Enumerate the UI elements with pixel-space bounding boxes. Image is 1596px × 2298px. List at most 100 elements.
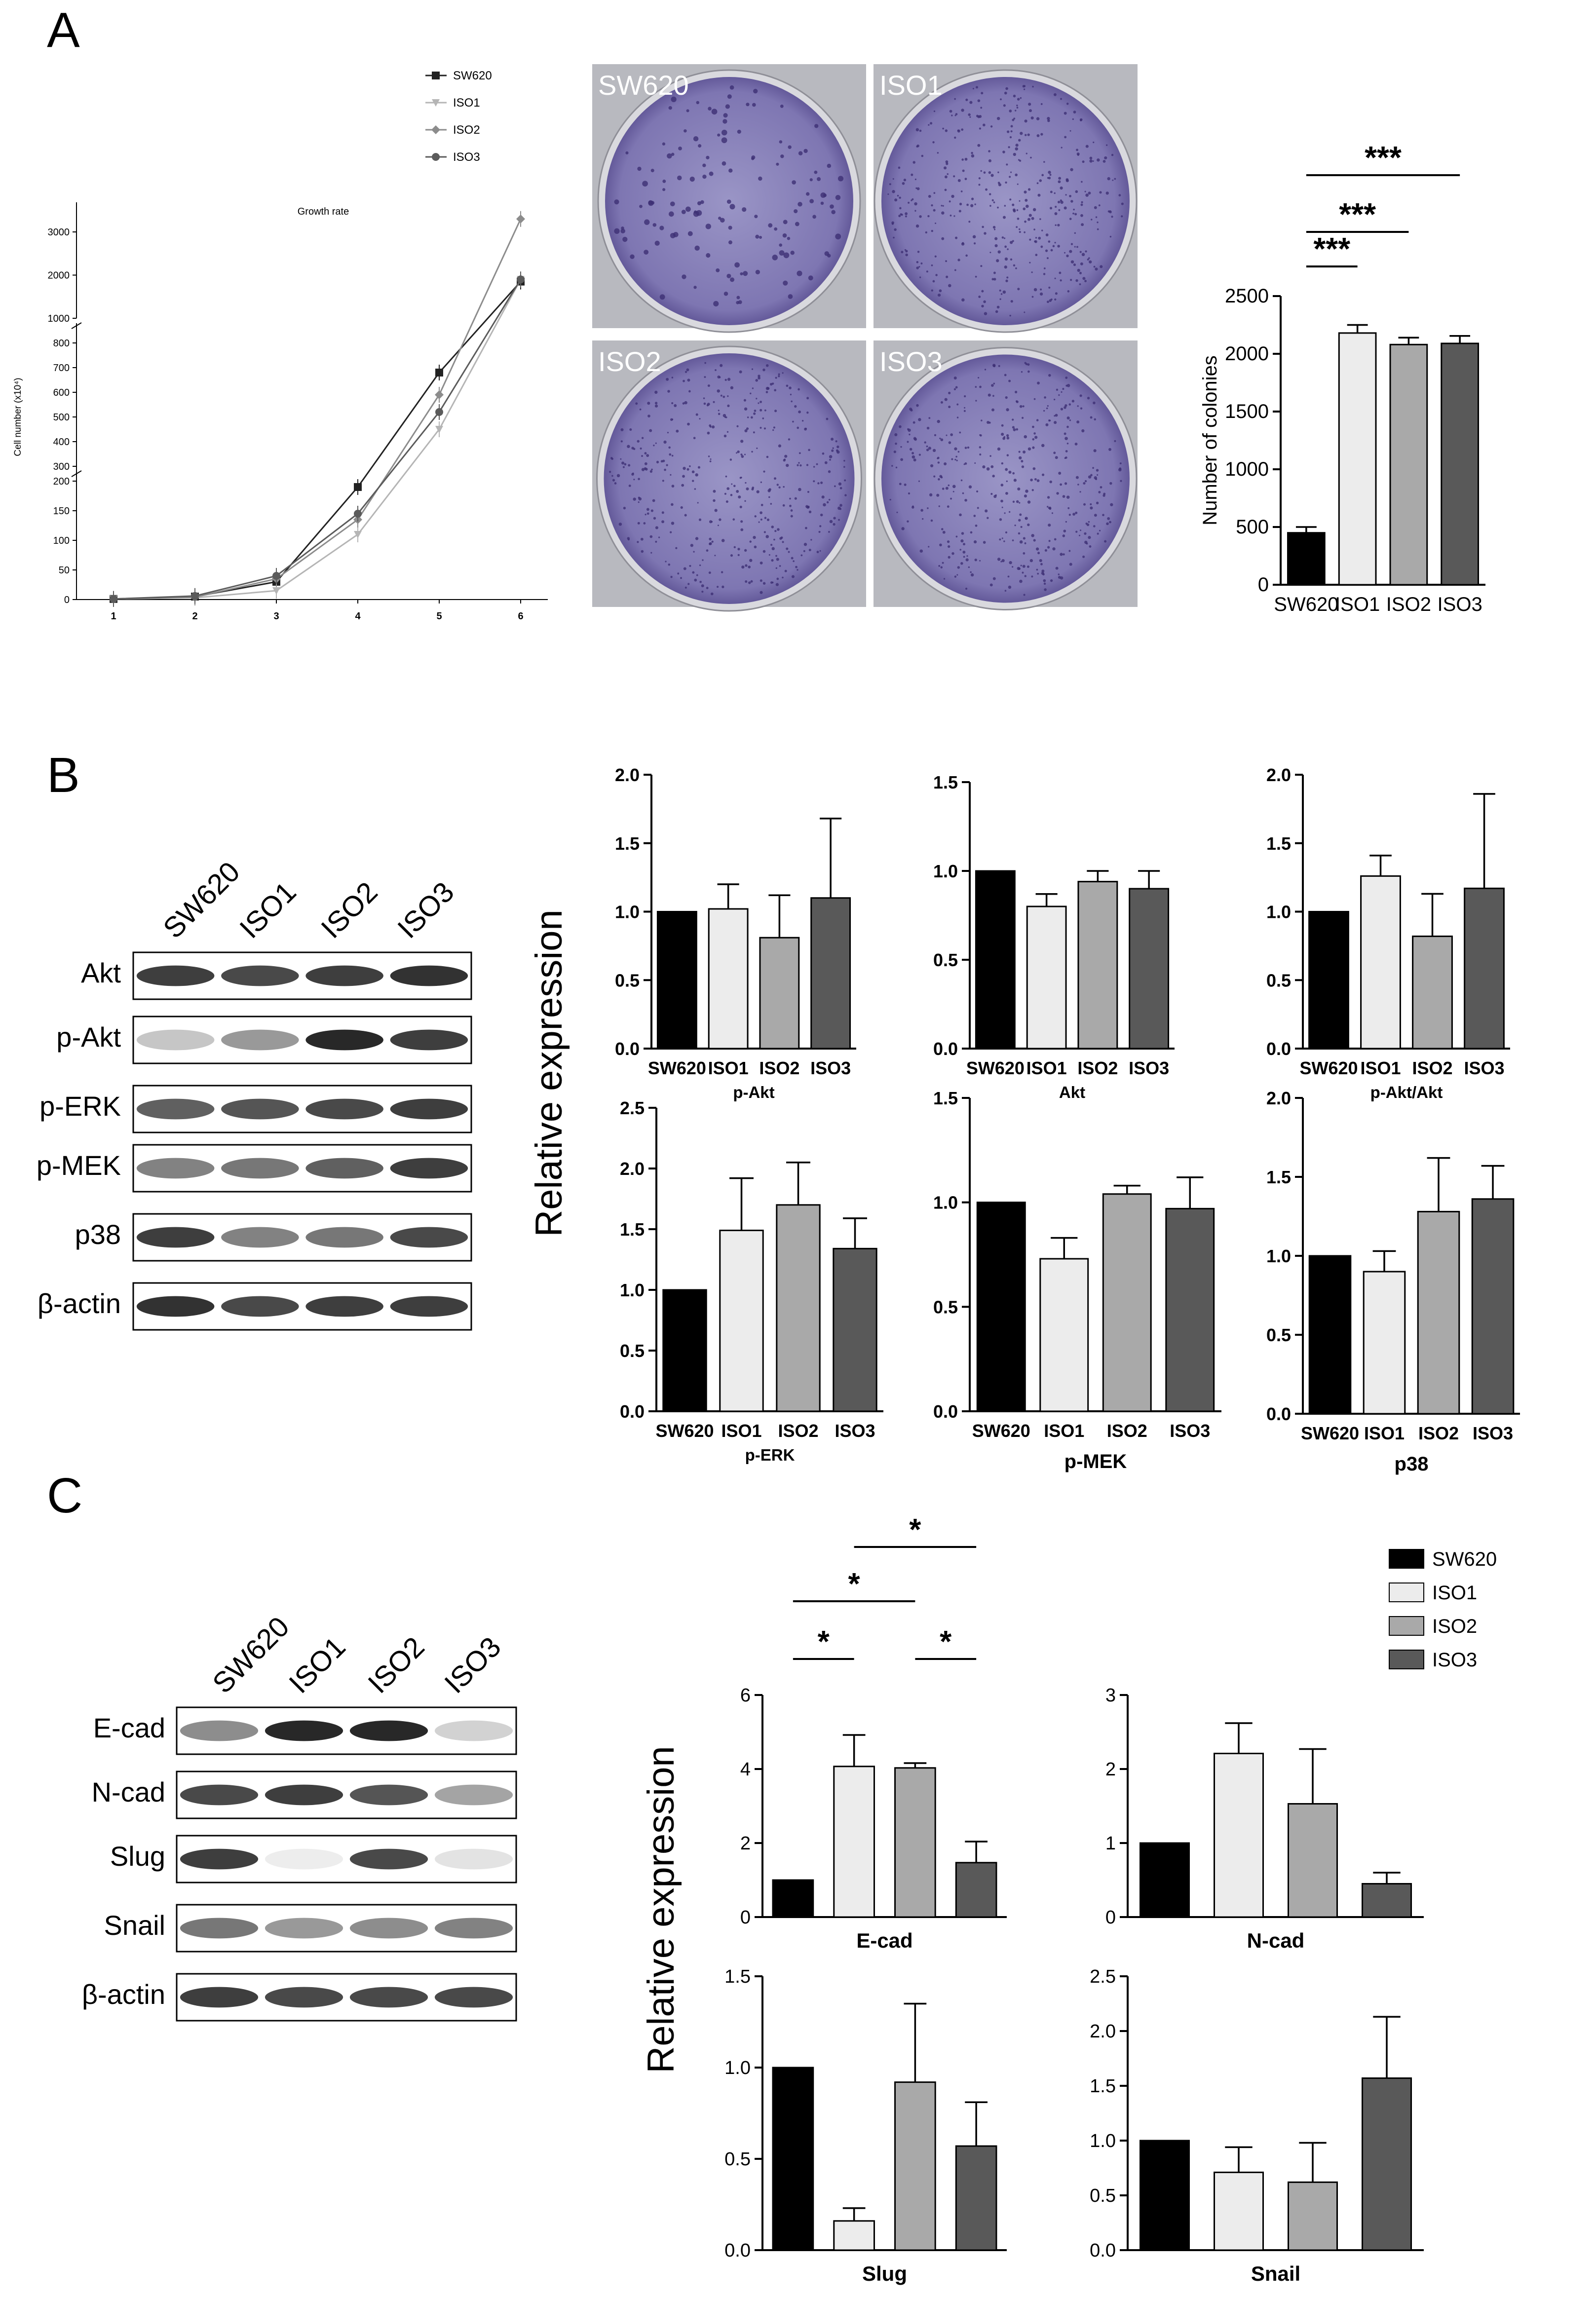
- colony: [713, 301, 719, 307]
- colony: [803, 543, 807, 546]
- colony: [905, 215, 907, 218]
- colony: [1023, 537, 1026, 540]
- colony: [957, 179, 961, 182]
- colony: [919, 276, 921, 278]
- colony: [1007, 575, 1010, 578]
- colony: [1001, 537, 1003, 539]
- colony: [1090, 506, 1093, 510]
- colony: [1073, 111, 1076, 113]
- colony: [1047, 116, 1050, 120]
- colony: [983, 300, 986, 303]
- colony: [940, 566, 943, 569]
- colony: [926, 445, 928, 448]
- colony: [743, 271, 748, 276]
- colony: [682, 402, 685, 405]
- colony: [652, 499, 655, 502]
- colony: [838, 519, 840, 521]
- y-tick-label: 700: [53, 363, 70, 374]
- colony: [758, 176, 762, 181]
- colony: [948, 484, 950, 487]
- y-tick-label: 0: [1258, 574, 1269, 596]
- colony: [766, 387, 770, 390]
- colony: [1044, 396, 1046, 399]
- colony: [952, 490, 954, 492]
- colony: [968, 566, 970, 568]
- colony: [930, 519, 933, 522]
- y-tick-label: 150: [53, 506, 70, 517]
- legend-swatch-sw620: [1389, 1549, 1424, 1569]
- colony: [644, 250, 649, 255]
- colony: [722, 119, 727, 124]
- colony: [677, 175, 682, 181]
- colony: [1077, 484, 1079, 486]
- colony: [671, 377, 674, 378]
- colony: [631, 473, 634, 476]
- series-line-iso3: [113, 279, 522, 600]
- colony: [771, 581, 774, 584]
- bar-iso3: [810, 897, 851, 1050]
- colony: [973, 540, 977, 544]
- colony: [614, 228, 620, 234]
- colony: [1100, 486, 1102, 489]
- colony: [1016, 400, 1018, 403]
- significance-star: *: [818, 1625, 830, 1659]
- colony: [900, 446, 902, 448]
- colony: [718, 410, 720, 412]
- growth-chart: 0501001502003004005006007008001000200030…: [13, 69, 548, 622]
- colony: [942, 530, 946, 534]
- dish-photo-iso3: ISO3: [874, 340, 1138, 610]
- colony: [951, 194, 954, 198]
- blot-row-p38: p38: [75, 1213, 472, 1262]
- colony: [764, 409, 766, 412]
- y-tick-label: 0.0: [933, 1039, 958, 1059]
- colony: [1097, 221, 1099, 224]
- colony: [650, 169, 654, 173]
- colony: [740, 520, 743, 523]
- colony: [797, 464, 799, 466]
- colony: [926, 426, 930, 430]
- colony: [992, 577, 996, 580]
- colony: [788, 438, 791, 441]
- colony: [667, 153, 672, 159]
- colony: [711, 540, 714, 543]
- x-axis-label: Snail: [1251, 2262, 1300, 2285]
- colony: [763, 470, 765, 473]
- colony: [978, 177, 981, 180]
- y-tick-label: 1.5: [933, 1088, 958, 1108]
- colony: [677, 572, 680, 575]
- colony: [934, 255, 937, 258]
- colony: [766, 455, 769, 458]
- colony: [1014, 110, 1017, 112]
- colony: [983, 123, 986, 127]
- bar-iso3: [1129, 888, 1170, 1050]
- blot-band: [390, 1029, 468, 1051]
- colony: [1005, 491, 1008, 495]
- colony: [959, 431, 961, 434]
- colony: [704, 376, 706, 378]
- colony: [1001, 559, 1005, 563]
- significance-stars: ***: [1313, 231, 1350, 266]
- y-tick-label: 2.0: [1090, 2021, 1116, 2042]
- colony: [707, 431, 710, 435]
- colony: [948, 391, 951, 395]
- colony: [637, 522, 640, 525]
- colony: [729, 204, 735, 210]
- y-tick-label: 1.5: [1090, 2076, 1116, 2097]
- colony: [1024, 231, 1026, 233]
- y-tick-label: 1.0: [1266, 1246, 1291, 1266]
- colony: [763, 427, 766, 430]
- y-tick-label: 600: [53, 387, 70, 398]
- blot-band: [221, 1158, 299, 1179]
- colony: [748, 565, 751, 568]
- blot-row-label: p-ERK: [39, 1091, 121, 1122]
- colony: [1064, 252, 1066, 254]
- colony: [703, 402, 706, 405]
- colony: [895, 466, 898, 469]
- colony: [905, 253, 908, 257]
- colony: [951, 458, 953, 460]
- x-tick-label: ISO1: [1335, 594, 1380, 615]
- colony: [671, 152, 675, 156]
- colony: [918, 453, 921, 456]
- colony: [1023, 88, 1026, 90]
